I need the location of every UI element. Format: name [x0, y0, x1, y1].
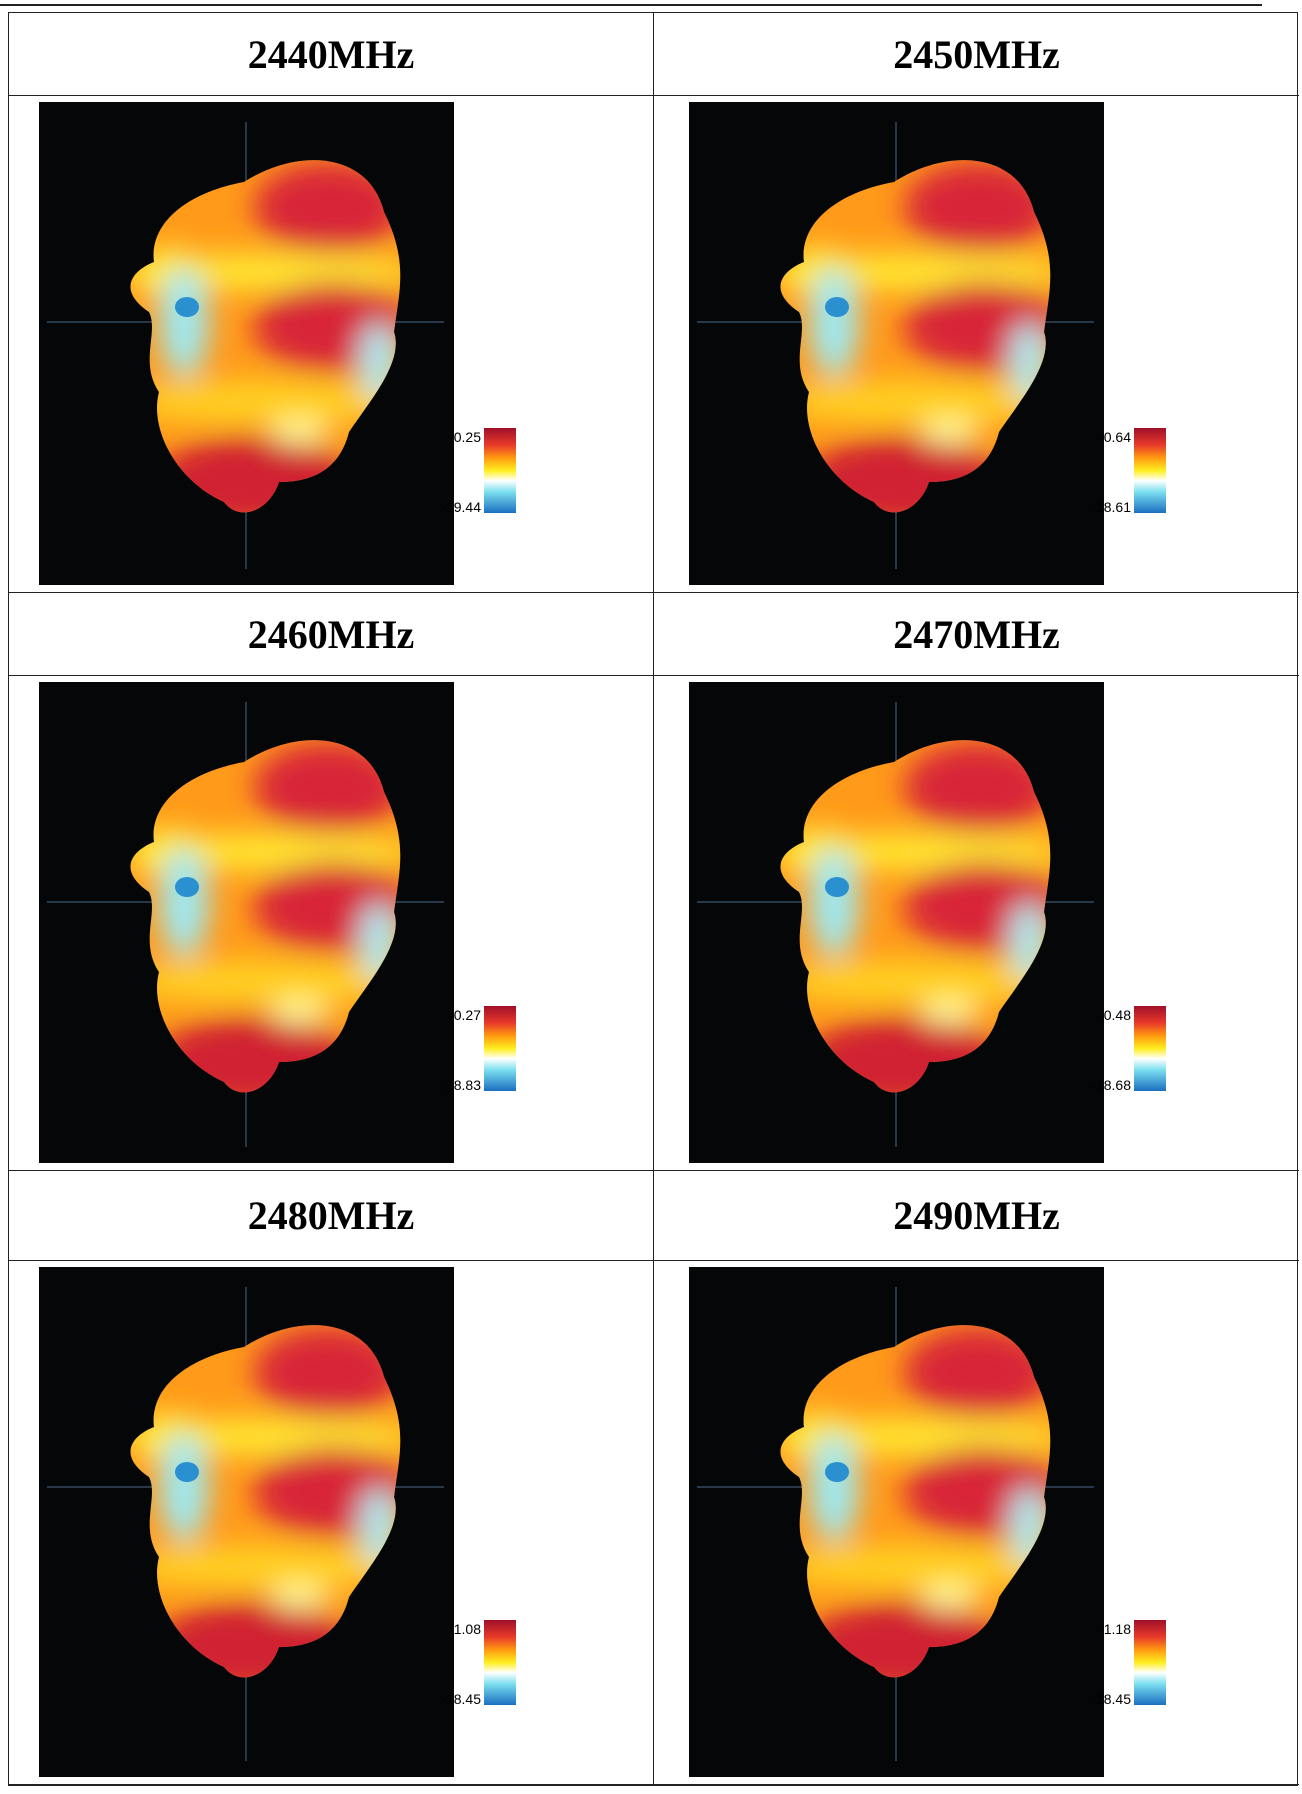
colorbar-min: -18.83 — [441, 1077, 481, 1093]
colorbar-max: -1.08 — [449, 1621, 481, 1637]
pattern-lobe — [780, 1419, 1051, 1455]
colorbar-min: -18.68 — [1091, 1077, 1131, 1093]
colorbar-max: -0.27 — [449, 1007, 481, 1023]
colorbar-max: -0.25 — [449, 429, 481, 445]
pattern-body — [130, 740, 401, 1093]
pattern-lobe — [254, 162, 401, 252]
pattern-lobe — [809, 267, 859, 377]
cell-image: -1.18 -18.45 — [654, 1261, 1299, 1785]
cell-title: 2440MHz — [9, 13, 654, 96]
pattern-lobe — [130, 834, 401, 870]
top-rule — [0, 4, 1262, 6]
cell-title: 2480MHz — [9, 1171, 654, 1261]
blobs — [130, 1327, 401, 1678]
radiation-pattern: -0.27 -18.83 — [39, 682, 516, 1163]
colorbar-max: -0.64 — [1099, 429, 1131, 445]
pattern-lobe — [919, 1000, 979, 1024]
pattern-lobe — [904, 1327, 1051, 1417]
pattern-group — [689, 1267, 1104, 1777]
pattern-lobe — [904, 162, 1051, 252]
colorbar — [1134, 1006, 1166, 1091]
radiation-pattern: -1.18 -18.45 — [689, 1267, 1166, 1777]
pattern-spot — [825, 1462, 849, 1482]
cell-image: -0.64 -18.61 — [654, 96, 1299, 593]
pattern-lobe — [904, 742, 1051, 832]
blobs — [130, 742, 401, 1093]
pattern-lobe — [780, 960, 1051, 1004]
cell-title: 2490MHz — [654, 1171, 1299, 1261]
colorbar-min: -18.45 — [441, 1691, 481, 1707]
pattern-group — [39, 1267, 454, 1777]
pattern-lobe — [159, 847, 209, 957]
colorbar-max: -1.18 — [1099, 1621, 1131, 1637]
pattern-lobe — [130, 380, 401, 424]
pattern-lobe — [780, 834, 1051, 870]
pattern-lobe — [780, 254, 1051, 290]
pattern-lobe — [780, 1545, 1051, 1589]
pattern-lobe — [254, 742, 401, 832]
pattern-lobe — [780, 380, 1051, 424]
cell-title: 2470MHz — [654, 593, 1299, 676]
cell-image: -0.27 -18.83 — [9, 676, 654, 1171]
radiation-pattern: -1.08 -18.45 — [39, 1267, 516, 1777]
pattern-lobe — [130, 1545, 401, 1589]
radiation-pattern: -0.25 -19.44 — [39, 102, 516, 585]
radiation-pattern: -0.64 -18.61 — [689, 102, 1166, 585]
cell-image: -0.48 -18.68 — [654, 676, 1299, 1171]
cell-image: -1.08 -18.45 — [9, 1261, 654, 1785]
pattern-table: 2440MHz 2450MHz -0.25 -19.44 -0.64 -18.61 24… — [8, 12, 1299, 1786]
pattern-group — [39, 682, 454, 1163]
pattern-lobe — [269, 420, 329, 444]
pattern-spot — [175, 1462, 199, 1482]
pattern-spot — [175, 877, 199, 897]
pattern-lobe — [130, 1419, 401, 1455]
pattern-lobe — [130, 254, 401, 290]
cell-image: -0.25 -19.44 — [9, 96, 654, 593]
pattern-lobe — [269, 1585, 329, 1609]
colorbar — [1134, 1620, 1166, 1705]
colorbar-min: -19.44 — [441, 499, 481, 515]
pattern-spot — [825, 297, 849, 317]
pattern-lobe — [159, 267, 209, 377]
pattern-lobe — [269, 1000, 329, 1024]
pattern-lobe — [159, 1432, 209, 1542]
colorbar-max: -0.48 — [1099, 1007, 1131, 1023]
colorbar — [484, 1620, 516, 1705]
pattern-lobe — [809, 1432, 859, 1542]
pattern-lobe — [254, 1327, 401, 1417]
colorbar — [1134, 428, 1166, 513]
pattern-lobe — [130, 960, 401, 1004]
colorbar — [484, 428, 516, 513]
pattern-group — [39, 102, 454, 585]
colorbar-min: -18.61 — [1091, 499, 1131, 515]
colorbar — [484, 1006, 516, 1091]
pattern-lobe — [809, 847, 859, 957]
colorbar-min: -18.45 — [1091, 1691, 1131, 1707]
radiation-pattern: -0.48 -18.68 — [689, 682, 1166, 1163]
pattern-group — [689, 102, 1104, 585]
pattern-group — [689, 682, 1104, 1163]
pattern-lobe — [919, 420, 979, 444]
cell-title: 2450MHz — [654, 13, 1299, 96]
pattern-lobe — [919, 1585, 979, 1609]
pattern-spot — [825, 877, 849, 897]
cell-title: 2460MHz — [9, 593, 654, 676]
pattern-spot — [175, 297, 199, 317]
